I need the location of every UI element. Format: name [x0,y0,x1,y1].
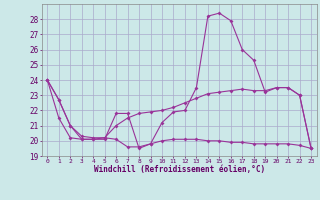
X-axis label: Windchill (Refroidissement éolien,°C): Windchill (Refroidissement éolien,°C) [94,165,265,174]
